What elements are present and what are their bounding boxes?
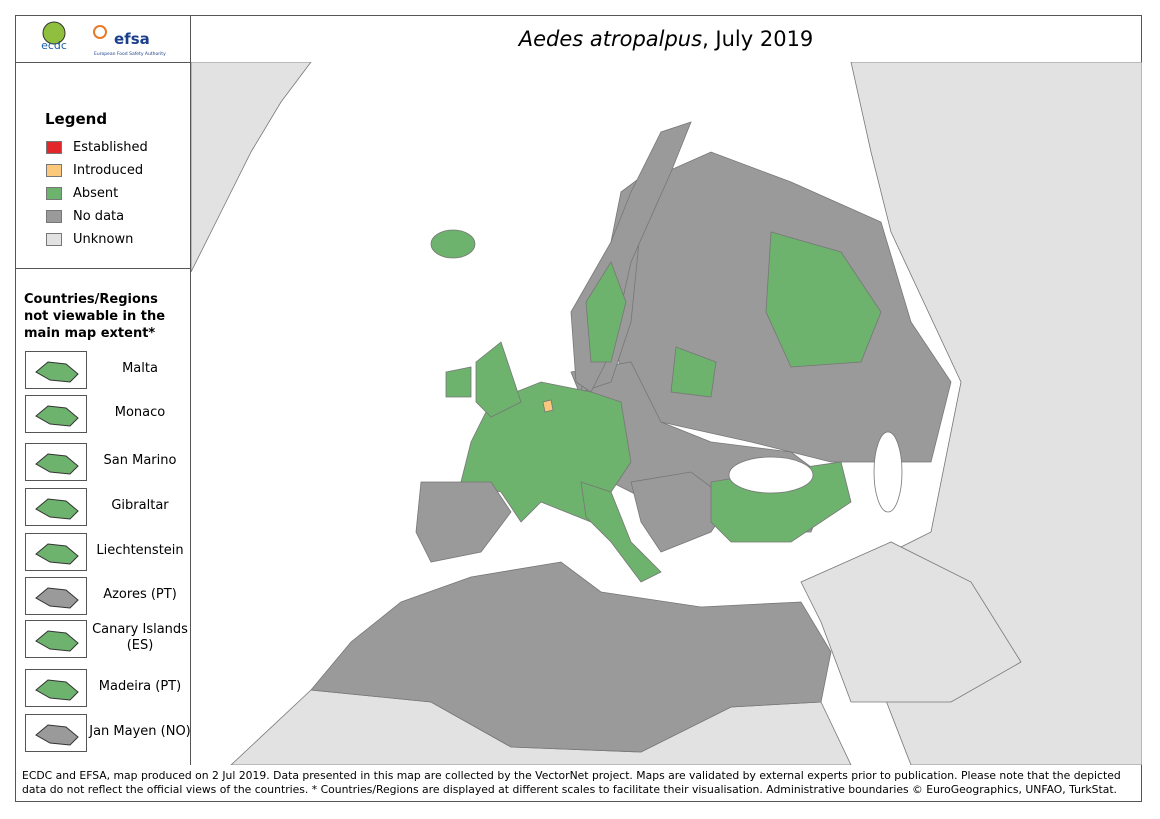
russia-absent [765, 231, 882, 368]
inset-box [25, 620, 87, 658]
italy [580, 481, 662, 583]
north-africa [310, 561, 832, 753]
legend-label: Introduced [73, 163, 144, 178]
inset-shape [35, 498, 79, 520]
inset-shape [35, 679, 79, 701]
belgium-introduced [542, 399, 554, 413]
footer: ECDC and EFSA, map produced on 2 Jul 201… [22, 769, 1121, 796]
inset-label: Malta [122, 361, 158, 376]
inset-region [35, 498, 79, 520]
inset-box [25, 395, 87, 433]
inset-label: San Marino [103, 453, 177, 468]
inset-region [35, 630, 79, 652]
legend-label: No data [73, 209, 125, 224]
inset-box [25, 714, 87, 752]
land [191, 62, 1142, 765]
inset-box [25, 577, 87, 615]
legend-item: Unknown [46, 233, 133, 247]
inset-region [35, 405, 79, 427]
iberia [415, 481, 512, 563]
left-panel: Legend Established Introduced Absent No dat… [16, 62, 191, 765]
logo-art: ecdc efsa European Food Safety Authority [41, 21, 166, 57]
inset-shape [35, 361, 79, 383]
great-britain [475, 341, 522, 418]
title-species: Aedes atropalpus [518, 27, 703, 51]
efsa-mark [93, 25, 107, 39]
legend-item: Introduced [46, 164, 143, 178]
inset-box [25, 669, 87, 707]
inset-shape [35, 724, 79, 746]
inset-shape [35, 405, 79, 427]
map [191, 62, 1142, 765]
inset-box [25, 533, 87, 571]
inset-region [35, 453, 79, 475]
logos: ecdc efsa European Food Safety Authority [16, 16, 191, 63]
legend-swatch [46, 164, 62, 177]
inset-shape [35, 543, 79, 565]
legend-item: Established [46, 141, 148, 155]
title-date: , July 2019 [702, 27, 814, 51]
legend-swatch [46, 210, 62, 223]
belarus [670, 346, 717, 398]
efsa-subtitle: European Food Safety Authority [94, 51, 166, 57]
inset-shape [35, 630, 79, 652]
ireland [445, 366, 472, 398]
insets-title: Countries/Regions not viewable in the ma… [24, 292, 166, 341]
legend-item: Absent [46, 187, 118, 201]
legend-title: Legend [45, 110, 108, 128]
inset-region [35, 587, 79, 609]
inset-label: Azores (PT) [103, 587, 177, 602]
caspian-sea [873, 431, 903, 513]
efsa-logo: efsa [114, 30, 150, 48]
title: Aedes atropalpus, July 2019 [191, 16, 1141, 63]
inset-label: Monaco [114, 405, 166, 420]
legend-swatch [46, 187, 62, 200]
inset-label: Madeira (PT) [98, 679, 182, 694]
inset-label: Gibraltar [111, 498, 169, 513]
balkans [630, 471, 732, 553]
inset-box [25, 351, 87, 389]
iceland [430, 229, 476, 259]
inset-label: Canary Islands (ES) [92, 622, 188, 653]
legend-swatch [46, 141, 62, 154]
legend-label: Established [73, 140, 148, 155]
middle-east [800, 541, 1022, 703]
ecdc-logo: ecdc [41, 39, 67, 52]
sweden-absent [585, 261, 627, 363]
greenland [191, 62, 312, 273]
inset-region [35, 724, 79, 746]
legend-item: No data [46, 210, 124, 224]
ecdc-globe [42, 21, 66, 45]
legend-swatch [46, 233, 62, 246]
legend: Legend Established Introduced Absent No dat… [16, 62, 190, 269]
legend-label: Absent [73, 186, 119, 201]
inset-label: Jan Mayen (NO) [89, 724, 191, 739]
inset-shape [35, 453, 79, 475]
black-sea [728, 456, 814, 494]
inset-shape [35, 587, 79, 609]
inset-box [25, 488, 87, 526]
inset-region [35, 679, 79, 701]
legend-label: Unknown [73, 232, 134, 247]
inset-box [25, 443, 87, 481]
inset-label: Liechtenstein [96, 543, 184, 558]
inset-region [35, 361, 79, 383]
inset-region [35, 543, 79, 565]
